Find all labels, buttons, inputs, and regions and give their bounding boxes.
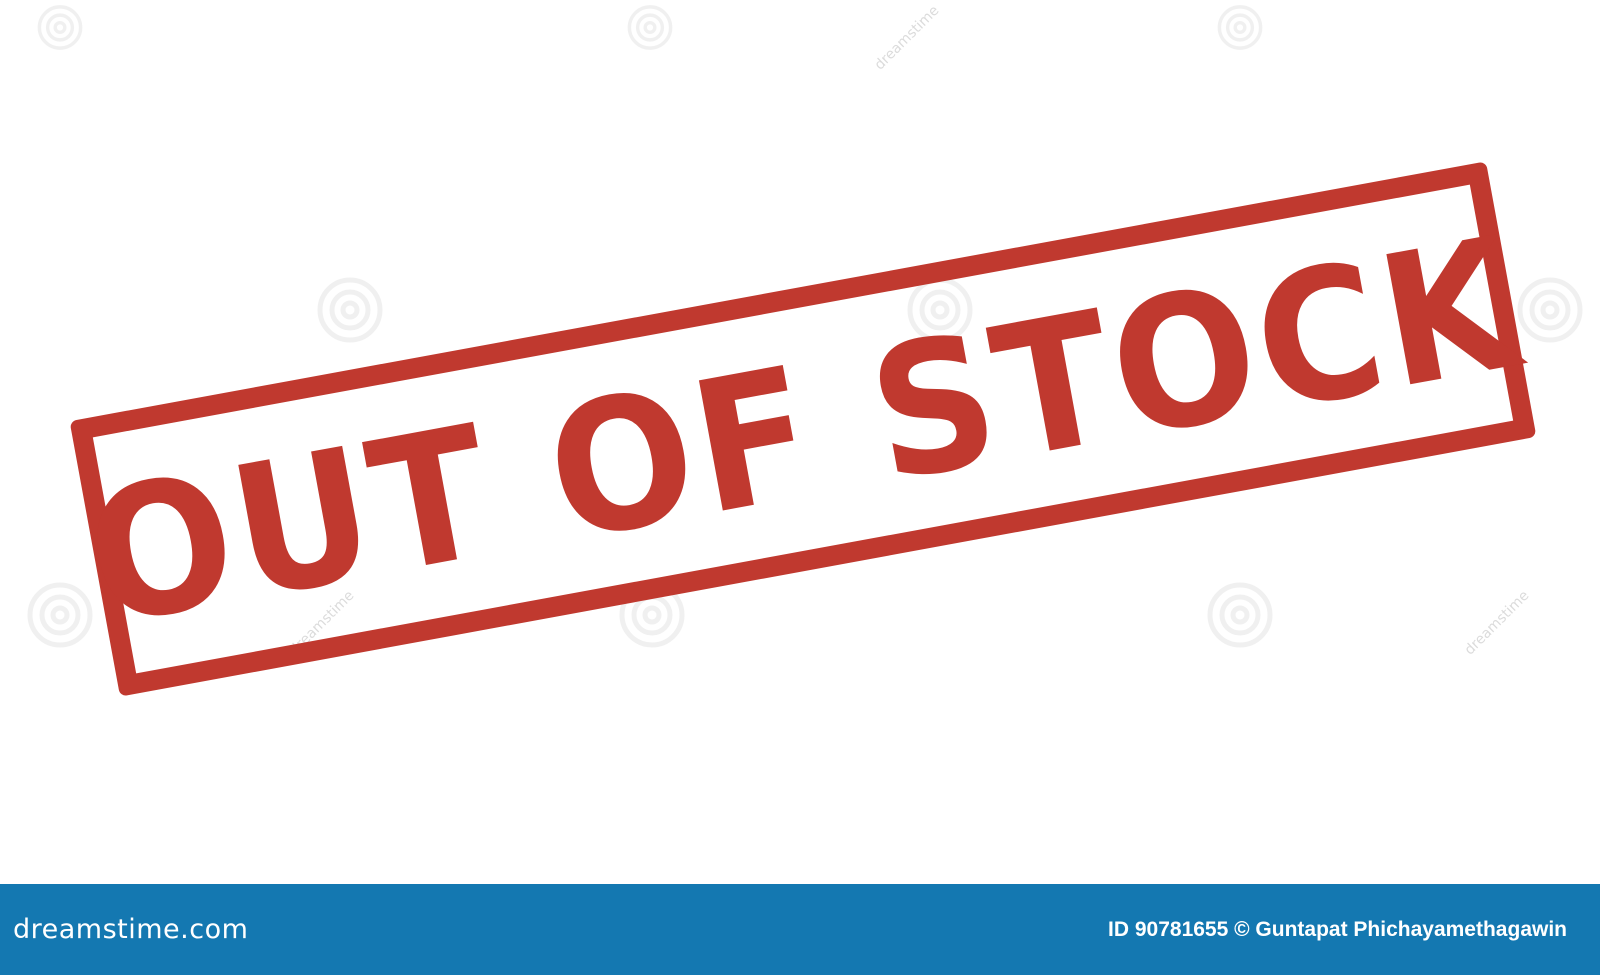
watermark-spiral-icon <box>317 277 383 343</box>
watermark-spiral-icon <box>1207 582 1273 648</box>
watermark-text: dreamstime <box>871 2 943 74</box>
watermark-spiral-icon <box>907 277 973 343</box>
image-credit: ID 90781655 © Guntapat Phichayamethagawi… <box>1108 917 1567 941</box>
watermark-spiral-icon <box>37 5 83 50</box>
footer-bar: dreamstime.com ID 90781655 © Guntapat Ph… <box>0 884 1600 975</box>
dreamstime-logo: dreamstime.com <box>13 914 249 945</box>
image-canvas: dreamstime dreamstime dreamstime OUT OF … <box>27 2 1583 697</box>
out-of-stock-stamp: OUT OF STOCK <box>69 161 1537 697</box>
watermark-spiral-icon <box>1517 277 1583 343</box>
watermark-text: dreamstime <box>1461 587 1533 659</box>
watermark-spiral-icon <box>627 5 673 50</box>
watermark-spiral-icon <box>27 582 93 648</box>
watermark-spiral-icon <box>619 582 685 648</box>
stamp-text: OUT OF STOCK <box>72 197 1535 667</box>
watermark-spiral-icon <box>1217 5 1263 50</box>
